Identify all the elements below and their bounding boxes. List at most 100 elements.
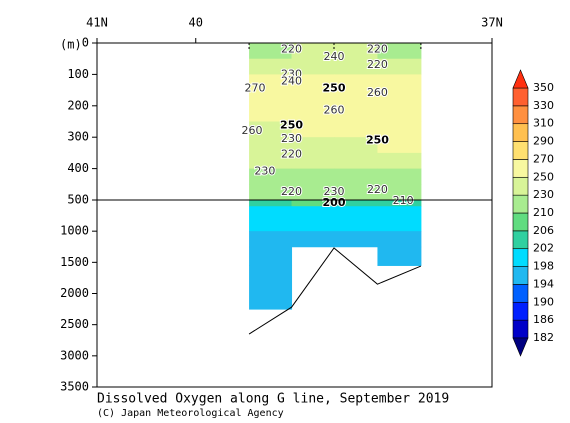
- colorbar-arrow-high: [512, 69, 529, 89]
- contour-label: 260: [367, 86, 388, 99]
- colorbar-label: 290: [533, 135, 554, 148]
- colorbar-swatch: [512, 123, 529, 142]
- contour-label: 230: [281, 132, 302, 145]
- colorbar-swatch: [512, 248, 529, 267]
- section-cell: [377, 58, 422, 75]
- section-cell: [249, 168, 293, 185]
- colorbar-label: 330: [533, 99, 554, 112]
- colorbar-swatch: [512, 87, 529, 107]
- section-cell: [377, 121, 422, 138]
- colorbar-swatch: [512, 230, 529, 250]
- section-cell: [291, 231, 335, 248]
- y-tick-label: 2500: [60, 317, 89, 331]
- y-axis-label: (m): [60, 38, 82, 52]
- contour-label: 250: [323, 82, 346, 95]
- contour-label: 200: [323, 196, 346, 209]
- contour-label: 220: [367, 42, 388, 55]
- chart-title: Dissolved Oxygen along G line, September…: [97, 392, 449, 407]
- colorbar-swatch: [512, 301, 529, 321]
- section-cell: [377, 152, 422, 170]
- colorbar-swatch: [512, 176, 529, 196]
- colorbar-label: 202: [533, 242, 554, 255]
- colorbar-label: 230: [533, 188, 554, 201]
- contour-label: 220: [367, 58, 388, 71]
- colorbar-swatch: [512, 141, 529, 160]
- colorbar-label: 198: [533, 260, 554, 273]
- x-tick-label: 37N: [481, 16, 503, 30]
- section-cell: [377, 200, 422, 207]
- contour-label: 220: [281, 42, 302, 55]
- section-cell: [291, 152, 335, 170]
- section-cell: [249, 246, 293, 266]
- colorbar-label: 190: [533, 295, 554, 308]
- section-cell: [334, 58, 378, 75]
- contour-label: 220: [281, 147, 302, 160]
- plot-frame: [96, 42, 493, 388]
- section-cell: [334, 200, 378, 207]
- colorbar-swatch: [512, 159, 529, 178]
- section-cell: [377, 246, 422, 266]
- x-tick-label: 40: [189, 16, 203, 30]
- section-cell: [249, 43, 293, 60]
- section-cell: [249, 152, 293, 170]
- colorbar-label: 250: [533, 170, 554, 183]
- contour-label: 220: [281, 185, 302, 198]
- colorbar-swatch: [512, 194, 529, 214]
- y-tick-label: 500: [67, 193, 89, 207]
- section-cell: [291, 168, 335, 185]
- y-tick-label: 400: [67, 161, 89, 175]
- y-tick-label: 1500: [60, 255, 89, 269]
- y-tick-label: 0: [82, 36, 89, 50]
- y-tick-label: 1000: [60, 224, 89, 238]
- section-cell: [249, 90, 293, 107]
- section-cell: [377, 184, 422, 201]
- section-cell: [249, 231, 293, 248]
- contour-label: 260: [242, 124, 263, 137]
- contour-label: 250: [280, 118, 303, 131]
- section-cell: [249, 58, 293, 75]
- colorbar-swatch: [512, 212, 529, 232]
- section-cell: [334, 90, 378, 107]
- section-cell: [377, 206, 422, 232]
- contour-label: 230: [281, 67, 302, 80]
- y-tick-label: 2000: [60, 286, 89, 300]
- contour-label: 240: [324, 50, 345, 63]
- section-cell: [334, 74, 378, 91]
- section-cell: [249, 184, 293, 201]
- y-tick-label: 3500: [60, 380, 89, 394]
- section-cell: [334, 121, 378, 138]
- contour-label: 260: [324, 104, 345, 117]
- section-cell: [377, 74, 422, 91]
- colorbar-swatch: [512, 284, 529, 303]
- colorbar-label: 194: [533, 277, 554, 290]
- section-cell: [334, 184, 378, 201]
- x-tick-label: 41N: [86, 16, 108, 30]
- section-cell: [249, 121, 293, 138]
- contour-label: 220: [367, 183, 388, 196]
- bottom-line: [248, 247, 422, 335]
- section-cell: [291, 184, 335, 201]
- section-cell: [249, 74, 293, 91]
- y-tick-label: 3000: [60, 348, 89, 362]
- section-cell: [334, 43, 378, 60]
- section-cell: [334, 137, 378, 154]
- section-cell: [291, 43, 335, 60]
- colorbar-arrow-low: [512, 337, 529, 357]
- colorbar-label: 182: [533, 331, 554, 344]
- section-cell: [377, 231, 422, 248]
- credit: (C) Japan Meteorological Agency: [97, 408, 284, 419]
- contour-label: 230: [324, 185, 345, 198]
- y-tick-label: 100: [67, 67, 89, 81]
- section-cell: [377, 105, 422, 122]
- section-cell: [377, 137, 422, 154]
- section-cell: [291, 121, 335, 138]
- section-cell: [249, 105, 293, 122]
- y-tick-label: 200: [67, 98, 89, 112]
- contour-label: 230: [254, 165, 275, 178]
- colorbar-label: 186: [533, 313, 554, 326]
- section-cell: [334, 206, 378, 232]
- colorbar-label: 206: [533, 224, 554, 237]
- section-cell: [334, 152, 378, 170]
- colorbar-swatch: [512, 266, 529, 285]
